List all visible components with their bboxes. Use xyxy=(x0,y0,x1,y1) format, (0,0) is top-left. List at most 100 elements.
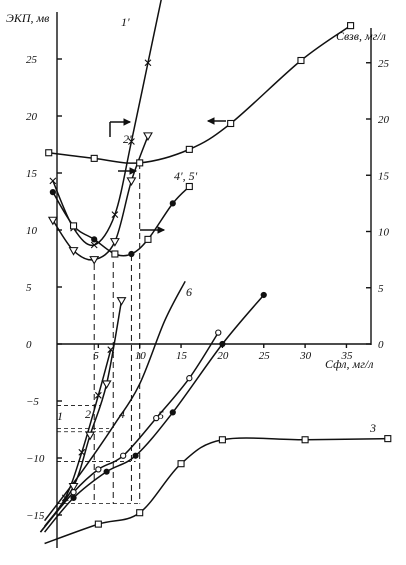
y2-tick-label: 25 xyxy=(378,58,390,70)
y-axis-title: ЭКП, мв xyxy=(6,11,49,25)
x-tick-label: 20 xyxy=(217,350,229,362)
y2-tick-label: 10 xyxy=(378,227,390,239)
guide-lines xyxy=(57,163,141,505)
x-tick-label: 5 xyxy=(93,350,99,362)
data-point xyxy=(103,468,110,475)
data-point xyxy=(89,256,100,265)
x-axis-title: Сфл, мг/л xyxy=(325,357,373,371)
data-point xyxy=(95,466,102,473)
curve-label: 1' xyxy=(121,15,130,29)
arrow-head xyxy=(206,117,215,125)
data-point xyxy=(128,138,135,145)
data-point xyxy=(136,509,144,517)
data-point xyxy=(136,159,144,167)
curve-label-layer: 1 2 3 4 5 6 1' 2' 4', 5' xyxy=(57,15,376,435)
curve-label: 2 xyxy=(85,407,91,421)
data-point xyxy=(128,250,135,258)
curve-label: 4', 5' xyxy=(174,169,198,183)
data-point xyxy=(61,494,69,502)
data-point xyxy=(68,247,79,256)
data-point xyxy=(109,238,120,247)
curve-label: 5 xyxy=(158,408,164,422)
x-tick-label: 15 xyxy=(176,350,188,362)
series-line xyxy=(39,332,219,533)
curve-label: 2' xyxy=(123,132,132,146)
y-tick-label: 25 xyxy=(26,54,38,66)
x-tick-label: 30 xyxy=(299,350,312,362)
y2-tick-label: 15 xyxy=(378,170,390,182)
x-tick-label: 10 xyxy=(135,350,147,362)
arrow-head xyxy=(123,118,132,126)
data-point xyxy=(70,494,77,501)
marker-layer xyxy=(45,22,392,528)
data-point xyxy=(219,340,226,348)
data-point xyxy=(85,431,96,441)
data-point xyxy=(78,448,86,456)
y-tick-label: −10 xyxy=(26,453,45,465)
series-line xyxy=(39,349,112,533)
y-tick-label: 0 xyxy=(26,339,32,351)
data-point xyxy=(153,414,160,422)
curve-label: 3 xyxy=(369,421,376,435)
arrow-head xyxy=(157,226,166,234)
y2-tick-label: 0 xyxy=(378,339,384,351)
data-point xyxy=(301,436,309,444)
data-point xyxy=(49,189,56,196)
y-tick-label: 5 xyxy=(26,282,32,294)
data-point xyxy=(186,375,193,382)
data-point xyxy=(47,216,58,226)
data-point xyxy=(144,235,152,243)
data-point xyxy=(297,56,305,65)
data-point xyxy=(169,409,176,416)
data-point xyxy=(384,435,392,443)
y2-tick-label: 5 xyxy=(378,283,384,295)
data-point xyxy=(218,436,226,444)
data-point xyxy=(49,177,57,185)
data-point xyxy=(144,59,152,67)
series-line xyxy=(52,0,162,247)
data-point xyxy=(126,177,137,186)
x-tick-label: 25 xyxy=(259,350,271,362)
data-point xyxy=(132,452,139,459)
data-point xyxy=(69,222,78,230)
y-tick-label: −15 xyxy=(26,510,45,522)
data-point xyxy=(143,132,153,141)
data-point xyxy=(215,329,222,336)
series-line xyxy=(48,25,352,164)
data-point xyxy=(107,346,115,354)
data-point xyxy=(120,452,127,459)
x-tick-label: 35 xyxy=(340,350,353,362)
series-line xyxy=(44,437,388,545)
data-point xyxy=(260,291,267,299)
curve-label: 4 xyxy=(119,407,125,421)
y2-tick-label: 20 xyxy=(378,114,390,126)
y-tick-label: 15 xyxy=(26,168,38,180)
data-point xyxy=(116,297,127,306)
curve-layer xyxy=(39,0,388,545)
curve-label: 1 xyxy=(57,409,63,423)
curve-label: 6 xyxy=(186,285,192,299)
y-tick-label: 20 xyxy=(26,111,38,123)
data-point xyxy=(70,489,77,496)
data-point xyxy=(185,182,193,191)
data-point xyxy=(101,380,112,390)
y-tick-label: −5 xyxy=(26,396,39,408)
series-line xyxy=(43,280,186,522)
data-point xyxy=(347,22,355,30)
data-point xyxy=(94,391,102,399)
axis-arrows xyxy=(109,117,226,234)
data-point xyxy=(94,520,102,528)
data-point xyxy=(68,482,79,492)
y2-axis-title: Свзв, мг/л xyxy=(336,29,386,43)
data-point xyxy=(177,460,185,468)
data-point xyxy=(169,200,176,207)
y-tick-label: 10 xyxy=(26,225,38,237)
data-point xyxy=(227,119,235,128)
data-point xyxy=(111,211,119,219)
data-point xyxy=(111,250,119,258)
data-point xyxy=(45,149,53,157)
data-point xyxy=(91,236,98,243)
data-point xyxy=(90,241,98,249)
